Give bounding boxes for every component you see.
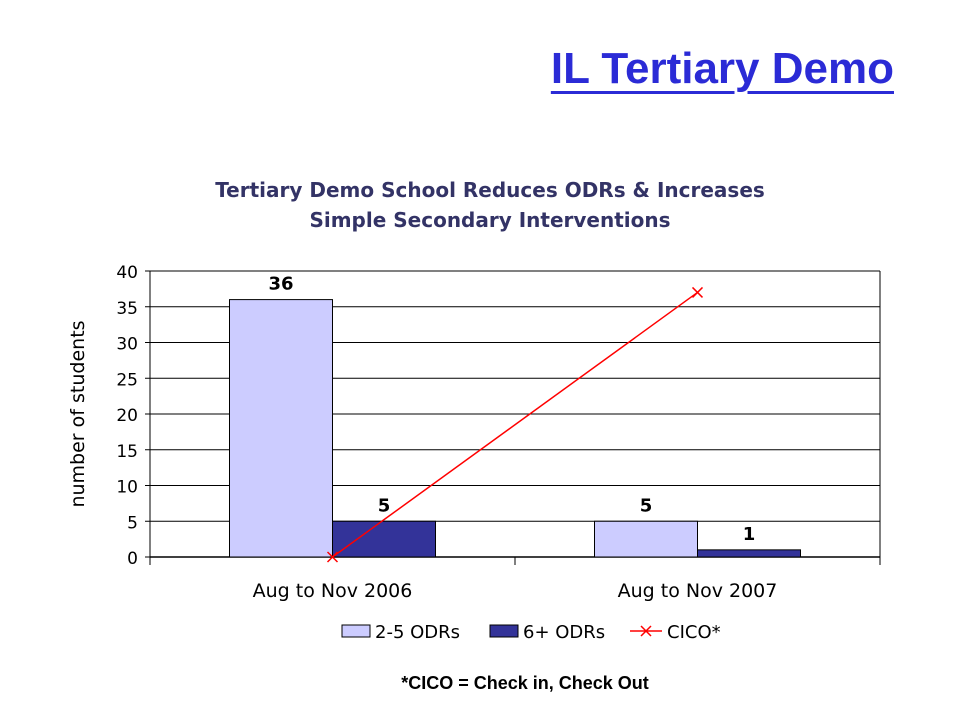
x-tick-label: Aug to Nov 2007 bbox=[618, 580, 778, 602]
legend-marker bbox=[640, 625, 652, 637]
footnote: *CICO = Check in, Check Out bbox=[401, 673, 649, 693]
data-label: 5 bbox=[640, 495, 653, 516]
bar bbox=[594, 520, 698, 558]
chart-title-line-1: Tertiary Demo School Reduces ODRs & Incr… bbox=[215, 178, 765, 202]
y-tick-label: 25 bbox=[116, 370, 138, 390]
data-label: 36 bbox=[268, 274, 293, 295]
line-point bbox=[326, 551, 339, 563]
y-axis-title: number of students bbox=[67, 320, 89, 507]
bar bbox=[229, 299, 333, 558]
y-tick-label: 0 bbox=[127, 549, 138, 569]
bar bbox=[697, 549, 801, 558]
x-tick-label: Aug to Nov 2006 bbox=[253, 580, 413, 602]
legend-label: 6+ ODRs bbox=[523, 622, 605, 643]
legend-swatch bbox=[489, 624, 519, 638]
legend-label: CICO* bbox=[667, 622, 721, 643]
y-tick-label: 40 bbox=[116, 263, 138, 283]
y-tick-label: 20 bbox=[116, 406, 138, 426]
y-tick-label: 15 bbox=[116, 442, 138, 462]
slide-title: IL Tertiary Demo bbox=[550, 44, 894, 93]
series-line bbox=[332, 291, 698, 558]
y-tick-label: 35 bbox=[116, 299, 138, 319]
y-tick-label: 30 bbox=[116, 335, 138, 355]
y-tick-label: 10 bbox=[116, 478, 138, 498]
chart-title-line-2: Simple Secondary Interventions bbox=[309, 208, 671, 232]
chart-title: Tertiary Demo School Reduces ODRs & Incr… bbox=[120, 175, 860, 235]
line-point bbox=[691, 286, 704, 298]
legend-swatch bbox=[341, 624, 371, 638]
data-label: 5 bbox=[378, 495, 391, 516]
bar bbox=[332, 520, 436, 558]
data-label: 1 bbox=[743, 524, 756, 545]
y-tick-label: 5 bbox=[127, 513, 138, 533]
legend-label: 2-5 ODRs bbox=[375, 622, 460, 643]
